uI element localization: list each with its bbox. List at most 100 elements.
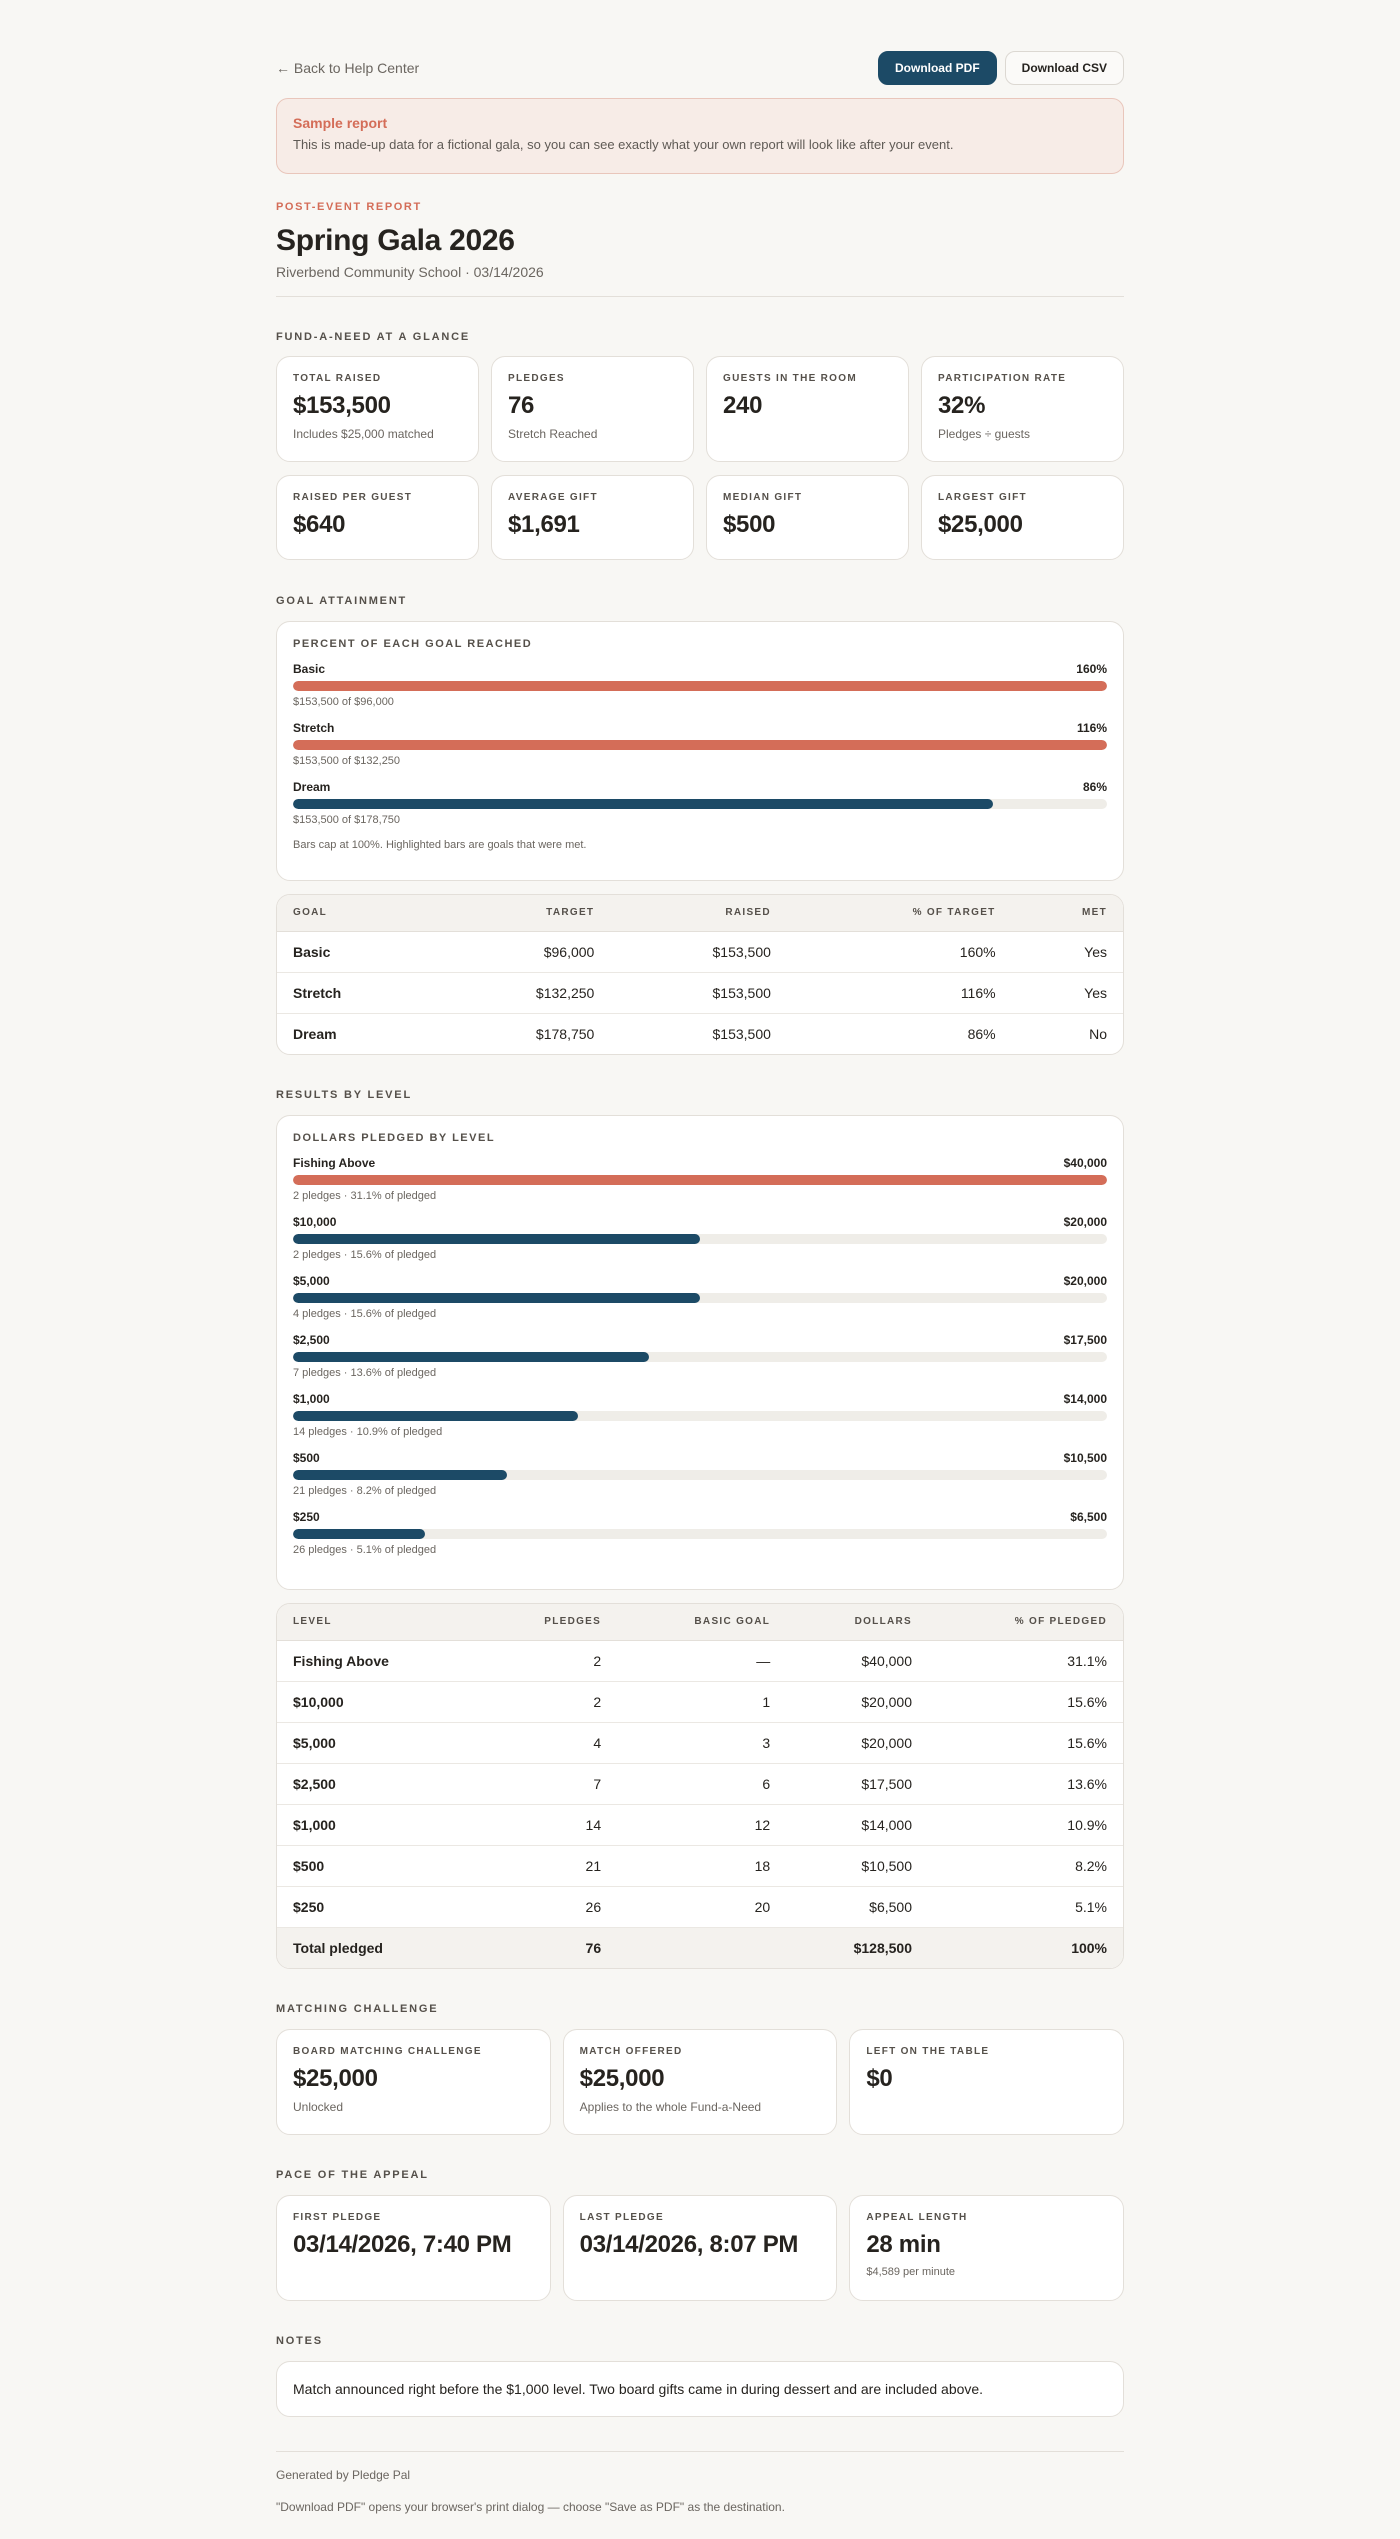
sample-report-banner: Sample report This is made-up data for a… xyxy=(276,98,1124,174)
notes-text: Match announced right before the $1,000 … xyxy=(293,2381,984,2397)
stat-value: 240 xyxy=(723,392,763,419)
basic-goal-cell: 6 xyxy=(617,1762,787,1804)
pct-cell: 31.1% xyxy=(1067,1652,1107,1669)
stat-card-pledges: PLEDGES 76 Stretch Reached xyxy=(491,356,694,462)
stat-label: LEFT ON THE TABLE xyxy=(866,2046,990,2057)
stat-sub: Pledges ÷ guests xyxy=(938,427,1030,441)
bar-value-label: $20,000 xyxy=(1063,1274,1107,1288)
level-rows: Fishing Above 2 — $40,000 31.1% $10,000 … xyxy=(277,1640,1123,1968)
download-csv-button[interactable]: Download CSV xyxy=(1004,51,1124,85)
bar-label: $10,000 xyxy=(293,1215,337,1229)
download-pdf-button[interactable]: Download PDF xyxy=(877,51,997,85)
stat-value: $25,000 xyxy=(293,2065,378,2092)
stat-label: RAISED PER GUEST xyxy=(293,492,413,503)
stat-card-median-gift: MEDIAN GIFT $500 xyxy=(706,475,909,560)
bar-track xyxy=(293,1293,1107,1303)
top-bar: ← Back to Help Center Download PDF Downl… xyxy=(276,40,1124,96)
bar-head: Stretch 116% xyxy=(293,721,1107,735)
bar-fill xyxy=(293,1175,1107,1185)
table-row: $2,500 7 6 $17,500 13.6% xyxy=(277,1762,1123,1804)
table-row: $10,000 2 1 $20,000 15.6% xyxy=(277,1680,1123,1722)
back-to-help-center-link[interactable]: ← Back to Help Center xyxy=(276,60,420,76)
bar-value-label: 160% xyxy=(1076,662,1107,676)
basic-goal-cell: 20 xyxy=(617,1885,787,1927)
table-row: $250 26 20 $6,500 5.1% xyxy=(277,1885,1123,1927)
bar-item: Fishing Above $40,000 2 pledges · 31.1% of… xyxy=(293,1156,1107,1202)
col-header: MET xyxy=(1011,895,1123,932)
total-label-cell: Total pledged xyxy=(277,1926,478,1968)
stat-label: LARGEST GIFT xyxy=(938,492,1027,503)
stat-card-average-gift: AVERAGE GIFT $1,691 xyxy=(491,475,694,560)
bar-label: Basic xyxy=(293,662,326,676)
pct-cell: 5.1% xyxy=(928,1885,1123,1927)
table-row: $1,000 14 12 $14,000 10.9% xyxy=(277,1803,1123,1845)
bar-value-label: $10,500 xyxy=(1063,1451,1107,1465)
bar-note: 14 pledges · 10.9% of pledged xyxy=(293,1426,443,1438)
bar-label: Dream xyxy=(293,780,331,794)
bar-head: $250 $6,500 xyxy=(293,1510,1107,1524)
bar-track xyxy=(293,1529,1107,1539)
bar-note: 4 pledges · 15.6% of pledged xyxy=(293,1308,437,1320)
section-label-matching: MATCHING CHALLENGE xyxy=(276,2003,439,2015)
col-header: GOAL xyxy=(277,895,434,932)
bar-head: Dream 86% xyxy=(293,780,1107,794)
col-header: RAISED xyxy=(610,895,787,932)
pct-cell: 86% xyxy=(786,1012,1012,1054)
bar-fill xyxy=(293,1411,578,1421)
level-cell: Fishing Above xyxy=(293,1652,389,1669)
bar-label: $5,000 xyxy=(293,1274,330,1288)
stat-sub: Stretch Reached xyxy=(508,427,598,441)
total-pledges-cell: 76 xyxy=(477,1926,618,1968)
pct-cell: 8.2% xyxy=(928,1844,1123,1886)
stat-card-raised-per-guest: RAISED PER GUEST $640 xyxy=(276,475,479,560)
stat-label: GUESTS IN THE ROOM xyxy=(723,373,857,384)
glance-grid-row2: RAISED PER GUEST $640 AVERAGE GIFT $1,69… xyxy=(276,475,1124,560)
stat-value: 76 xyxy=(508,392,535,419)
stat-value: $640 xyxy=(293,511,346,538)
table-row: Stretch $132,250 $153,500 116% Yes xyxy=(277,971,1123,1013)
bar-fill xyxy=(293,799,994,809)
table-row: Fishing Above 2 — $40,000 31.1% xyxy=(277,1640,1123,1681)
stat-label: PLEDGES xyxy=(508,373,565,384)
stat-value: 03/14/2026, 8:07 PM xyxy=(579,2231,799,2258)
section-label-levels: RESULTS BY LEVEL xyxy=(276,1089,412,1101)
bar-head: $1,000 $14,000 xyxy=(293,1392,1107,1406)
pct-cell: 15.6% xyxy=(928,1721,1123,1763)
page-title: Spring Gala 2026 xyxy=(276,224,515,257)
col-header: LEVEL xyxy=(277,1604,478,1641)
total-pct-cell: 100% xyxy=(928,1926,1123,1968)
stat-label: APPEAL LENGTH xyxy=(866,2212,968,2223)
download-buttons: Download PDF Download CSV xyxy=(877,51,1124,85)
level-cell: $1,000 xyxy=(277,1803,478,1845)
stat-label: FIRST PLEDGE xyxy=(293,2212,382,2223)
pledges-cell: 26 xyxy=(477,1885,618,1927)
level-table-header: LEVEL PLEDGES BASIC GOAL DOLLARS % OF PL… xyxy=(277,1604,1123,1641)
level-cell: $10,000 xyxy=(277,1680,478,1722)
stat-value: $25,000 xyxy=(938,511,1023,538)
goal-cell: Dream xyxy=(277,1012,434,1054)
bar-note: 2 pledges · 15.6% of pledged xyxy=(293,1249,437,1261)
pledges-cell: 14 xyxy=(477,1803,618,1845)
section-label-pace: PACE OF THE APPEAL xyxy=(276,2169,429,2181)
dollars-cell: $20,000 xyxy=(786,1680,928,1722)
dollars-cell: $20,000 xyxy=(786,1721,928,1763)
stat-value: 28 min xyxy=(866,2231,941,2258)
stat-card-largest-gift: LARGEST GIFT $25,000 xyxy=(921,475,1124,560)
stat-card-match-offered: MATCH OFFERED $25,000 Applies to the who… xyxy=(562,2029,838,2135)
table-row: Dream $178,750 $153,500 86% No xyxy=(277,1012,1123,1054)
bar-head: Fishing Above $40,000 xyxy=(293,1156,1107,1170)
basic-goal-cell: 12 xyxy=(617,1803,787,1845)
stat-label: MEDIAN GIFT xyxy=(723,492,803,503)
bar-item: $10,000 $20,000 2 pledges · 15.6% of pledg… xyxy=(293,1215,1107,1261)
raised-cell: $153,500 xyxy=(712,943,771,960)
basic-goal-cell: — xyxy=(756,1652,771,1669)
stat-sub: Unlocked xyxy=(293,2100,344,2114)
bar-note: 2 pledges · 31.1% of pledged xyxy=(293,1190,437,1202)
stat-card-participation: PARTICIPATION RATE 32% Pledges ÷ guests xyxy=(921,356,1124,462)
bar-track xyxy=(293,740,1107,750)
stat-card-left-on-table: LEFT ON THE TABLE $0 xyxy=(849,2029,1124,2135)
col-header: % OF PLEDGED xyxy=(928,1604,1123,1641)
target-cell: $96,000 xyxy=(543,943,595,960)
bar-value-label: $17,500 xyxy=(1063,1333,1107,1347)
pace-grid: FIRST PLEDGE 03/14/2026, 7:40 PM LAST PL… xyxy=(276,2195,1124,2301)
